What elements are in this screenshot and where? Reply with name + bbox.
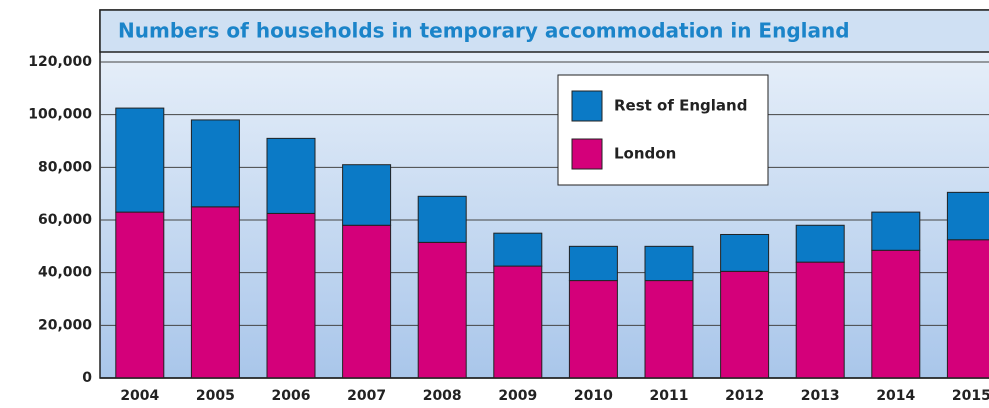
x-tick-label: 2010 — [574, 388, 613, 404]
x-tick-label: 2007 — [347, 388, 386, 404]
bar-segment — [795, 224, 845, 263]
bar-segment — [644, 280, 694, 379]
x-tick-label: 2004 — [120, 388, 159, 404]
y-tick-label: 100,000 — [28, 107, 92, 123]
bar-segment — [190, 119, 240, 208]
x-tick-label: 2015 — [952, 388, 989, 404]
legend-swatch — [571, 90, 603, 122]
bar-segment — [946, 239, 989, 379]
bar-segment — [342, 224, 392, 379]
bar-segment — [720, 233, 770, 272]
x-tick-label: 2014 — [876, 388, 915, 404]
y-tick-label: 60,000 — [38, 212, 92, 228]
x-tick-label: 2006 — [272, 388, 311, 404]
x-tick-label: 2012 — [725, 388, 764, 404]
title-band — [99, 9, 989, 53]
bar-segment — [417, 241, 467, 379]
bar-segment — [342, 164, 392, 226]
bar-segment — [493, 265, 543, 379]
bar-segment — [568, 280, 618, 379]
bar-segment — [946, 191, 989, 241]
bar-segment — [266, 137, 316, 214]
x-tick-label: 2011 — [650, 388, 689, 404]
bar-segment — [871, 249, 921, 379]
bar-segment — [190, 206, 240, 379]
bar-segment — [115, 107, 165, 213]
bar-segment — [871, 211, 921, 251]
x-tick-label: 2005 — [196, 388, 235, 404]
y-tick-label: 0 — [82, 370, 92, 386]
y-tick-label: 40,000 — [38, 265, 92, 281]
bar-segment — [644, 245, 694, 282]
bar-segment — [493, 232, 543, 267]
bar-segment — [795, 261, 845, 379]
bar-segment — [568, 245, 618, 282]
x-tick-label: 2008 — [423, 388, 462, 404]
legend-label: Rest of England — [614, 97, 747, 115]
x-tick-label: 2009 — [498, 388, 537, 404]
y-tick-label: 80,000 — [38, 159, 92, 175]
bar-segment — [115, 211, 165, 379]
y-tick-label: 120,000 — [28, 54, 92, 70]
bar-segment — [266, 212, 316, 379]
bar-segment — [417, 195, 467, 243]
y-tick-label: 20,000 — [38, 317, 92, 333]
legend-swatch — [571, 138, 603, 170]
bar-segment — [720, 270, 770, 379]
x-tick-label: 2013 — [801, 388, 840, 404]
chart-title: Numbers of households in temporary accom… — [118, 19, 850, 43]
legend-label: London — [614, 145, 676, 163]
